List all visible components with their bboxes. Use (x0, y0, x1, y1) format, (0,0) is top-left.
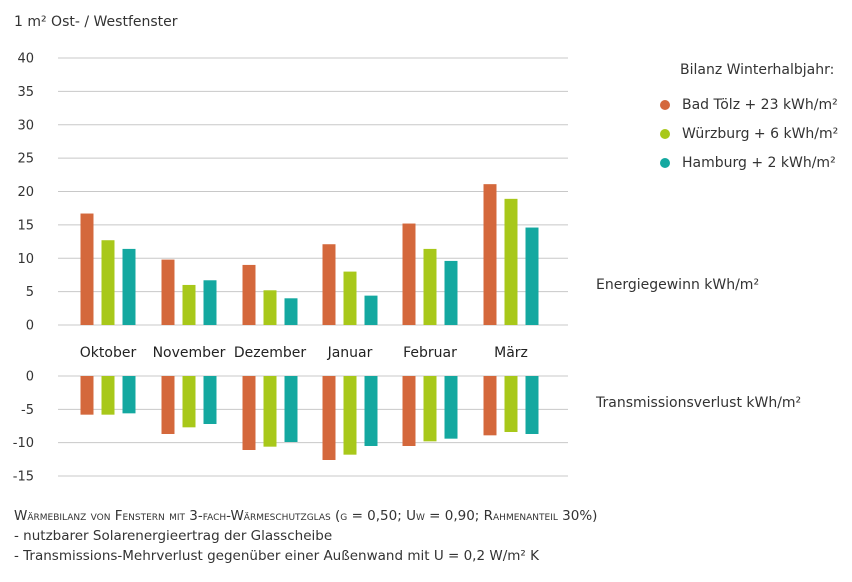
loss-bar (402, 376, 416, 446)
unit-label: 1 m² Ost- / Westfenster (14, 14, 178, 30)
loss-bar (182, 376, 196, 428)
legend-label-wuerzburg: Würzburg + 6 kWh/m² (682, 125, 839, 142)
gain-bar (504, 198, 518, 325)
gain-tick-label: 30 (17, 118, 34, 133)
month-label: Februar (403, 345, 457, 361)
gain-tick-label: 15 (17, 218, 34, 233)
legend-dot-hamburg (660, 157, 670, 168)
month-label: Dezember (234, 345, 306, 361)
gain-bar (182, 284, 196, 325)
gain-bar (122, 248, 136, 325)
loss-bar (322, 376, 336, 460)
loss-bar (263, 376, 277, 447)
gain-tick-label: 5 (26, 285, 34, 300)
gain-bar (444, 260, 458, 325)
gain-bar (263, 290, 277, 325)
legend-item-wuerzburg: Würzburg + 6 kWh/m² (660, 119, 838, 148)
loss-bar (444, 376, 458, 439)
gain-y-ticks: 0 5 10 15 20 25 30 35 40 (17, 52, 34, 334)
month-label: März (494, 345, 528, 361)
loss-tick-label: -15 (13, 470, 34, 485)
gain-bars (80, 184, 539, 325)
loss-axis-label: Transmissionsverlust kWh/m² (596, 395, 802, 411)
gain-bar (402, 223, 416, 325)
legend: Bilanz Winterhalbjahr: Bad Tölz + 23 kWh… (660, 62, 838, 177)
month-label: Januar (327, 345, 373, 361)
gain-bar (203, 280, 217, 325)
loss-bar (203, 376, 217, 424)
loss-y-ticks: 0 -5 -10 -15 (13, 370, 34, 485)
loss-gridlines (58, 375, 568, 477)
legend-title: Bilanz Winterhalbjahr: (680, 62, 835, 78)
gain-bar (483, 184, 497, 325)
gain-bar (101, 240, 115, 325)
gain-bar (364, 295, 378, 325)
loss-bar (423, 376, 437, 442)
gain-tick-label: 40 (17, 52, 34, 67)
loss-bar (525, 376, 539, 434)
loss-bar (483, 376, 497, 436)
loss-bar (504, 376, 518, 432)
legend-item-hamburg: Hamburg + 2 kWh/m² (660, 148, 838, 177)
loss-bar (122, 376, 136, 414)
loss-tick-label: 0 (26, 370, 34, 385)
month-labels: Oktober November Dezember Januar Februar März (80, 345, 528, 361)
legend-label-bad-toelz: Bad Tölz + 23 kWh/m² (682, 96, 838, 113)
legend-item-bad-toelz: Bad Tölz + 23 kWh/m² (660, 90, 838, 119)
gain-gridlines (58, 57, 568, 326)
gain-axis-label: Energiegewinn kWh/m² (596, 277, 760, 293)
loss-bar (343, 376, 357, 455)
loss-bar (284, 376, 298, 442)
loss-bar (80, 376, 94, 415)
gain-bar (242, 264, 256, 325)
gain-tick-label: 20 (17, 185, 34, 200)
gain-bar (423, 248, 437, 325)
gain-tick-label: 25 (17, 152, 34, 167)
loss-bar (364, 376, 378, 446)
gain-bar (525, 227, 539, 325)
gain-tick-label: 0 (26, 319, 34, 334)
month-label: Oktober (80, 345, 137, 361)
caption-line-1: - nutzbarer Solarenergieertrag der Glass… (14, 528, 333, 544)
legend-dot-bad-toelz (660, 99, 670, 110)
loss-bar (101, 376, 115, 415)
loss-bar (161, 376, 175, 434)
gain-bar (161, 259, 175, 325)
gain-tick-label: 10 (17, 252, 34, 267)
gain-bar (322, 244, 336, 325)
gain-tick-label: 35 (17, 85, 34, 100)
legend-dot-wuerzburg (660, 128, 670, 139)
month-label: November (153, 345, 226, 361)
gain-bar (343, 271, 357, 325)
legend-label-hamburg: Hamburg + 2 kWh/m² (682, 154, 836, 171)
loss-tick-label: -10 (13, 436, 34, 451)
loss-bar (242, 376, 256, 450)
caption-line-2: - Transmissions-Mehrverlust gegenüber ei… (14, 548, 539, 564)
loss-tick-label: -5 (21, 403, 34, 418)
caption-title: Wärmebilanz von Fenstern mit 3-fach-Wärm… (14, 508, 598, 524)
gain-bar (284, 298, 298, 325)
gain-bar (80, 213, 94, 325)
loss-bars (80, 376, 539, 460)
caption: Wärmebilanz von Fenstern mit 3-fach-Wärm… (14, 506, 597, 566)
